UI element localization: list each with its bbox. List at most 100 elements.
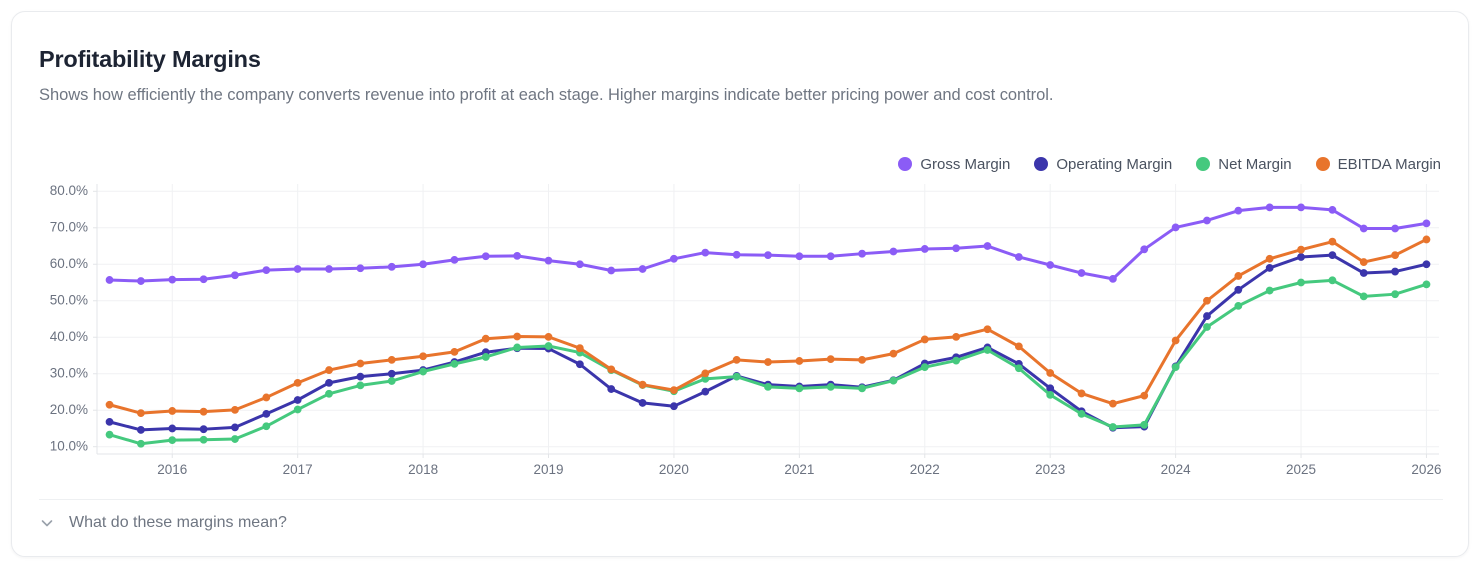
series-data-point[interactable] — [293, 378, 302, 387]
series-data-point[interactable] — [1265, 264, 1274, 272]
series-data-point[interactable] — [826, 355, 835, 364]
series-data-point[interactable] — [920, 245, 929, 253]
series-data-point[interactable] — [983, 346, 992, 354]
series-data-point[interactable] — [419, 260, 427, 269]
series-data-point[interactable] — [1109, 399, 1117, 408]
series-data-point[interactable] — [262, 409, 271, 418]
series-data-point[interactable] — [1046, 369, 1055, 377]
series-data-point[interactable] — [168, 436, 177, 445]
series-data-point[interactable] — [795, 252, 804, 261]
series-data-point[interactable] — [168, 407, 177, 415]
series-data-point[interactable] — [1265, 254, 1274, 263]
series-data-point[interactable] — [1234, 206, 1243, 215]
series-data-point[interactable] — [199, 435, 208, 444]
series-data-point[interactable] — [1046, 390, 1055, 399]
series-data-point[interactable] — [356, 264, 365, 273]
series-data-point[interactable] — [1077, 269, 1086, 277]
series-data-point[interactable] — [544, 256, 553, 265]
series-data-point[interactable] — [1328, 237, 1337, 246]
series-data-point[interactable] — [419, 352, 427, 361]
series-data-point[interactable] — [513, 343, 522, 352]
series-data-point[interactable] — [1077, 409, 1086, 418]
series-data-point[interactable] — [1422, 260, 1431, 269]
series-data-point[interactable] — [1391, 251, 1399, 260]
series-data-point[interactable] — [325, 378, 333, 387]
series-data-point[interactable] — [387, 355, 396, 364]
series-data-point[interactable] — [293, 265, 302, 273]
series-data-point[interactable] — [670, 402, 678, 411]
series-data-point[interactable] — [137, 277, 145, 285]
series-data-point[interactable] — [575, 360, 584, 369]
series-data-point[interactable] — [481, 252, 490, 261]
series-data-point[interactable] — [670, 386, 678, 395]
series-data-point[interactable] — [826, 252, 835, 261]
series-data-point[interactable] — [262, 393, 271, 402]
series-data-point[interactable] — [168, 424, 177, 433]
series-data-point[interactable] — [1328, 251, 1337, 260]
series-data-point[interactable] — [1234, 272, 1243, 280]
series-data-point[interactable] — [356, 359, 365, 368]
series-data-point[interactable] — [262, 266, 271, 275]
series-data-point[interactable] — [1046, 261, 1055, 269]
series-data-point[interactable] — [105, 430, 114, 439]
series-data-point[interactable] — [1109, 423, 1117, 431]
series-data-point[interactable] — [1234, 301, 1243, 310]
series-data-point[interactable] — [1359, 269, 1368, 277]
series-data-point[interactable] — [513, 332, 522, 341]
series-data-point[interactable] — [450, 347, 459, 356]
series-data-point[interactable] — [1203, 323, 1211, 331]
series-data-point[interactable] — [1203, 216, 1211, 225]
series-data-point[interactable] — [1140, 420, 1149, 429]
series-data-point[interactable] — [920, 335, 929, 344]
series-data-point[interactable] — [701, 369, 710, 378]
series-data-point[interactable] — [1014, 342, 1023, 351]
series-data-point[interactable] — [1359, 224, 1368, 233]
series-data-point[interactable] — [387, 377, 396, 385]
series-data-point[interactable] — [795, 384, 804, 393]
series-data-point[interactable] — [137, 426, 145, 434]
legend-item-net-margin[interactable]: Net Margin — [1196, 156, 1292, 173]
series-data-point[interactable] — [481, 353, 490, 361]
series-data-point[interactable] — [701, 248, 710, 257]
series-data-point[interactable] — [1359, 258, 1368, 266]
series-data-point[interactable] — [795, 357, 804, 365]
series-data-point[interactable] — [638, 380, 647, 389]
series-data-point[interactable] — [732, 372, 741, 381]
series-data-point[interactable] — [889, 247, 898, 256]
series-data-point[interactable] — [889, 349, 898, 358]
series-data-point[interactable] — [419, 367, 427, 376]
series-data-point[interactable] — [1140, 245, 1149, 254]
margins-explainer-toggle[interactable]: What do these margins mean? — [39, 499, 1443, 532]
series-data-point[interactable] — [1265, 203, 1274, 212]
series-data-point[interactable] — [952, 332, 961, 341]
series-data-point[interactable] — [1077, 389, 1086, 398]
series-data-point[interactable] — [889, 376, 898, 385]
series-data-point[interactable] — [262, 422, 271, 431]
series-data-point[interactable] — [1014, 364, 1023, 373]
series-data-point[interactable] — [325, 366, 333, 374]
series-data-point[interactable] — [638, 265, 647, 273]
series-data-point[interactable] — [701, 387, 710, 396]
series-data-point[interactable] — [168, 275, 177, 284]
series-data-point[interactable] — [105, 417, 114, 426]
series-data-point[interactable] — [387, 262, 396, 271]
series-data-point[interactable] — [1391, 267, 1399, 276]
series-data-point[interactable] — [387, 369, 396, 378]
series-data-point[interactable] — [513, 251, 522, 260]
series-data-point[interactable] — [231, 271, 239, 280]
series-data-point[interactable] — [450, 255, 459, 264]
series-data-point[interactable] — [105, 400, 114, 409]
series-data-point[interactable] — [356, 381, 365, 390]
series-data-point[interactable] — [575, 344, 584, 353]
series-data-point[interactable] — [1140, 391, 1149, 400]
series-data-point[interactable] — [1422, 235, 1431, 244]
series-data-point[interactable] — [1422, 280, 1431, 289]
series-data-point[interactable] — [858, 355, 866, 364]
series-data-point[interactable] — [231, 405, 239, 414]
series-data-point[interactable] — [1203, 312, 1211, 320]
series-data-point[interactable] — [858, 249, 866, 258]
series-data-point[interactable] — [1391, 224, 1399, 233]
series-data-point[interactable] — [826, 382, 835, 391]
series-data-point[interactable] — [137, 409, 145, 418]
series-data-point[interactable] — [952, 244, 961, 253]
